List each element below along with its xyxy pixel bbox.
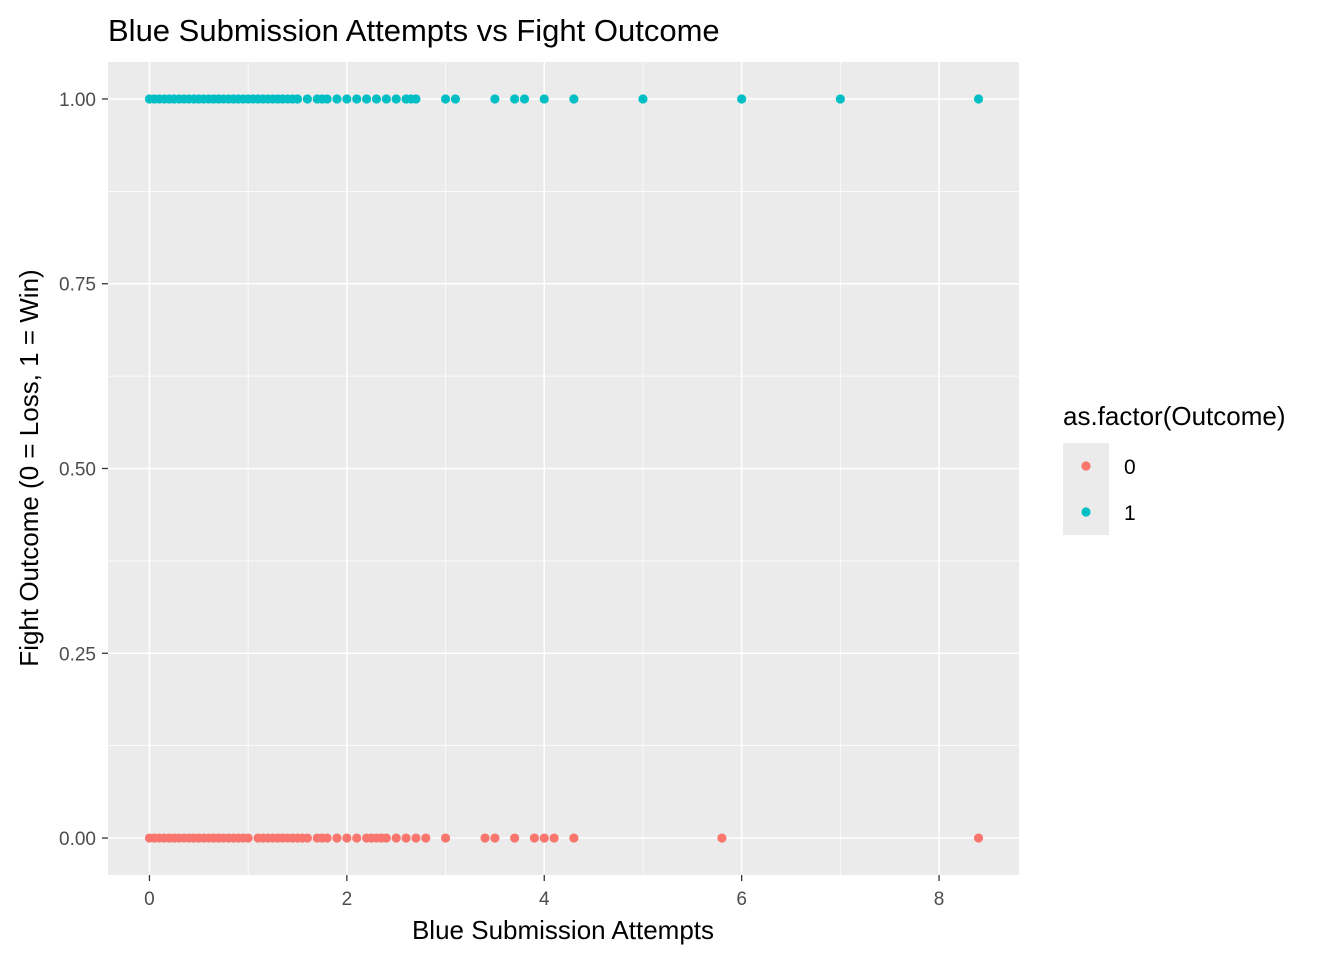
chart-title: Blue Submission Attempts vs Fight Outcom… [108,13,720,48]
y-tick-label: 0.50 [59,460,96,481]
legend-key-background [1063,443,1109,535]
data-point-outcome-0 [440,833,451,843]
data-point-outcome-1 [539,94,549,104]
data-point-outcome-1 [302,94,312,104]
data-point-outcome-0 [539,833,549,843]
data-point-outcome-1 [569,94,579,104]
data-point-outcome-1 [490,94,500,104]
data-point-outcome-1 [381,94,391,104]
legend-key-point-0 [1081,461,1091,471]
data-point-outcome-0 [243,833,253,843]
y-tick-label: 0.00 [59,829,96,850]
data-points [144,94,984,843]
y-tick-label: 0.75 [59,275,96,296]
data-point-outcome-0 [302,833,312,843]
x-tick-label: 0 [144,889,155,910]
data-point-outcome-0 [510,833,520,843]
y-axis-title: Fight Outcome (0 = Loss, 1 = Win) [14,269,44,666]
data-point-outcome-0 [332,833,342,843]
data-point-outcome-0 [480,833,490,843]
data-point-outcome-1 [973,94,984,104]
data-point-outcome-1 [450,94,461,104]
data-point-outcome-0 [549,833,559,843]
data-point-outcome-1 [342,94,352,104]
grid-lines [108,62,1019,875]
y-tick-label: 1.00 [59,90,96,111]
data-point-outcome-1 [371,94,382,104]
data-point-outcome-0 [411,833,421,843]
x-tick-label: 8 [934,889,945,910]
data-point-outcome-0 [352,833,362,843]
x-tick-label: 4 [539,889,550,910]
data-point-outcome-1 [510,94,520,104]
data-point-outcome-0 [529,833,539,843]
data-point-outcome-0 [391,833,401,843]
data-point-outcome-1 [361,94,372,104]
data-point-outcome-1 [440,94,451,104]
data-point-outcome-0 [342,833,352,843]
x-tick-label: 2 [342,889,353,910]
legend-label-0: 0 [1124,456,1136,479]
x-tick-label: 6 [736,889,747,910]
data-point-outcome-1 [332,94,342,104]
data-point-outcome-0 [973,833,984,843]
data-point-outcome-0 [717,833,727,843]
data-point-outcome-1 [352,94,362,104]
legend-key-point-1 [1081,507,1091,517]
legend: as.factor(Outcome) 0 1 [1063,401,1286,535]
data-point-outcome-1 [638,94,648,104]
legend-label-1: 1 [1124,502,1136,525]
data-point-outcome-0 [490,833,500,843]
y-tick-label: 0.25 [59,644,96,665]
data-point-outcome-1 [292,94,303,104]
data-point-outcome-1 [322,94,332,104]
x-axis-title: Blue Submission Attempts [412,915,714,945]
axis-ticks: 0 2 4 6 8 0.00 0.25 0.50 0.75 1.00 [59,90,944,910]
data-point-outcome-1 [391,94,401,104]
data-point-outcome-0 [381,833,391,843]
data-point-outcome-1 [411,94,421,104]
data-point-outcome-1 [835,94,845,104]
data-point-outcome-0 [421,833,431,843]
data-point-outcome-1 [519,94,530,104]
data-point-outcome-0 [401,833,411,843]
data-point-outcome-0 [569,833,579,843]
data-point-outcome-1 [737,94,747,104]
legend-title: as.factor(Outcome) [1063,401,1286,431]
data-point-outcome-0 [322,833,332,843]
